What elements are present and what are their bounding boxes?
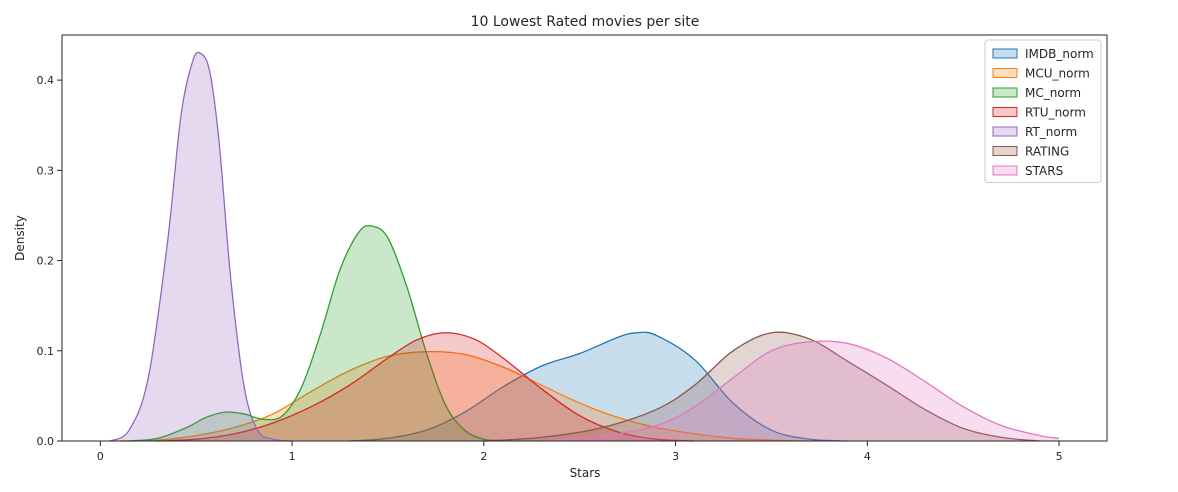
series-rating	[483, 331, 1040, 442]
area-fill-imdb-norm	[349, 332, 849, 441]
x-tick-label: 5	[1056, 450, 1063, 463]
area-line-mc-norm	[129, 224, 504, 442]
legend-swatch-stars	[992, 165, 1018, 176]
x-tick-label: 3	[672, 450, 679, 463]
area-line-rating	[483, 331, 1040, 442]
legend-swatch-mc-norm	[992, 87, 1018, 98]
legend-label-stars: STARS	[1025, 164, 1063, 178]
legend-swatch-rating	[992, 146, 1018, 156]
series-mcu-norm	[119, 350, 810, 442]
legend-swatch-rt-norm	[992, 126, 1018, 137]
legend-label-imdb-norm: IMDB_norm	[1025, 47, 1094, 61]
y-tick-label: 0.3	[37, 164, 55, 177]
legend-swatch-rtu-norm	[992, 107, 1018, 117]
area-fill-mc-norm	[129, 225, 504, 441]
series-areas	[109, 51, 1060, 442]
series-mc-norm	[129, 224, 504, 442]
area-fill-stars	[541, 341, 1060, 441]
area-line-stars	[541, 340, 1060, 442]
x-tick-label: 0	[97, 450, 104, 463]
area-line-rt-norm	[109, 51, 293, 442]
plot-frame	[61, 34, 1108, 442]
legend-label-rt-norm: RT_norm	[1025, 125, 1077, 139]
legend-label-mc-norm: MC_norm	[1025, 86, 1081, 100]
y-tick-label: 0.1	[37, 345, 55, 358]
y-tick-label: 0.4	[37, 74, 55, 87]
x-tick-label: 4	[864, 450, 871, 463]
y-tick-label: 0.2	[37, 255, 55, 268]
area-fill-rtu-norm	[157, 332, 695, 441]
y-axis-label: Density	[13, 215, 27, 261]
area-line-imdb-norm	[349, 331, 849, 442]
legend-label-rtu-norm: RTU_norm	[1025, 106, 1086, 120]
series-imdb-norm	[349, 331, 849, 442]
legend-label-rating: RATING	[1025, 145, 1069, 159]
legend-swatch-mcu-norm	[992, 68, 1018, 78]
x-tick-label: 1	[289, 450, 296, 463]
chart-title: 10 Lowest Rated movies per site	[471, 14, 700, 30]
legend-swatch-imdb-norm	[992, 48, 1018, 59]
x-tick-label: 2	[480, 450, 487, 463]
series-rt-norm	[109, 51, 293, 442]
y-tick-label: 0.0	[37, 435, 55, 448]
series-rtu-norm	[157, 332, 695, 442]
area-fill-mcu-norm	[119, 351, 810, 441]
area-line-rtu-norm	[157, 332, 695, 442]
axes: 0 1 2 3 4 5 0.0 0.1 0.2 0.3 0.4	[37, 34, 1108, 463]
legend-label-mcu-norm: MCU_norm	[1025, 67, 1090, 81]
x-axis-label: Stars	[570, 466, 601, 480]
legend: IMDB_norm MCU_norm MC_norm RTU_norm RT_norm R…	[984, 39, 1102, 183]
area-fill-rt-norm	[109, 52, 293, 441]
area-fill-rating	[483, 332, 1040, 441]
series-stars	[541, 340, 1060, 442]
area-line-mcu-norm	[119, 350, 810, 442]
